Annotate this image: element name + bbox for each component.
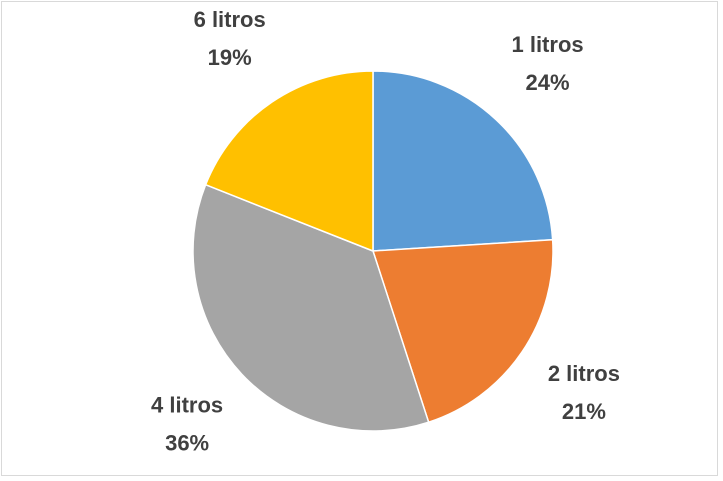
slice-value-label: 19%: [208, 45, 252, 70]
slice-label: 2 litros: [548, 361, 620, 386]
slice-label: 6 litros: [194, 7, 266, 32]
pie-slice: [204, 70, 374, 253]
slice-label: 4 litros: [151, 392, 223, 417]
pie-slice: [371, 238, 554, 424]
slice-value-label: 36%: [165, 430, 209, 455]
slice-value-label: 24%: [526, 70, 570, 95]
pie-slice: [372, 70, 554, 252]
slice-label: 1 litros: [511, 32, 583, 57]
slice-value-label: 21%: [562, 399, 606, 424]
pie-slice: [192, 183, 430, 432]
